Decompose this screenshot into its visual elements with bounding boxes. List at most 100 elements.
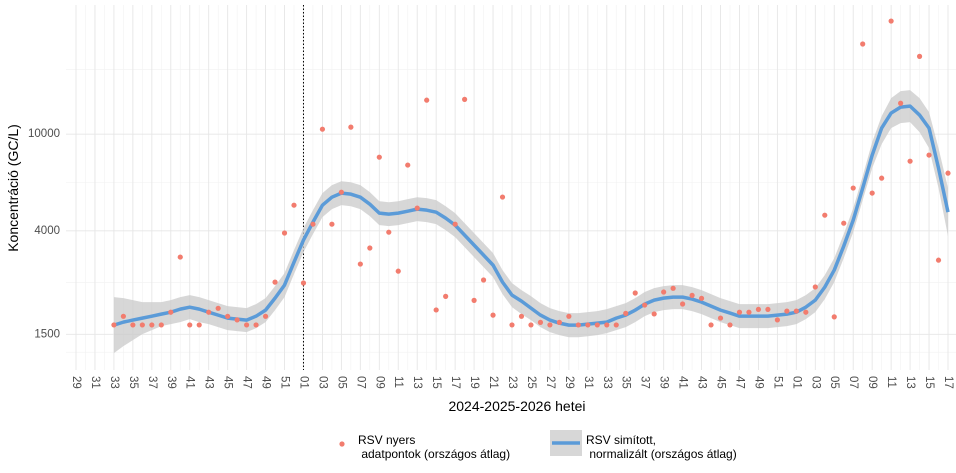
x-tick-label: 25 xyxy=(525,376,537,389)
data-point xyxy=(642,302,648,308)
data-point xyxy=(708,322,714,328)
x-tick-label: 11 xyxy=(885,376,897,388)
data-point xyxy=(746,309,752,315)
x-tick-label: 07 xyxy=(354,376,366,389)
x-tick-label: 19 xyxy=(468,376,480,389)
data-point xyxy=(604,322,610,328)
x-tick-label: 09 xyxy=(866,376,878,389)
data-point xyxy=(130,322,136,328)
data-point xyxy=(424,97,430,103)
x-tick-label: 01 xyxy=(297,376,309,389)
legend-key xyxy=(339,441,345,447)
x-tick-label: 03 xyxy=(316,376,328,389)
x-tick-label: 47 xyxy=(241,376,253,389)
data-point xyxy=(547,322,553,328)
y-tick-label: 1500 xyxy=(34,328,60,340)
data-point xyxy=(916,53,923,59)
data-point xyxy=(528,322,534,328)
x-tick-label: 43 xyxy=(696,376,708,389)
data-point xyxy=(433,307,439,313)
data-point xyxy=(499,194,506,200)
y-tick-label: 4000 xyxy=(34,225,60,237)
data-point xyxy=(926,152,932,158)
x-tick-label: 27 xyxy=(544,376,556,389)
data-point xyxy=(566,313,572,319)
data-point xyxy=(215,305,221,311)
x-tick-label: 47 xyxy=(733,376,745,389)
data-point xyxy=(879,175,885,181)
x-tick-label: 15 xyxy=(430,376,442,389)
x-tick-label: 43 xyxy=(203,376,215,389)
data-point xyxy=(234,317,240,323)
x-tick-label: 37 xyxy=(639,376,651,389)
x-tick-label: 13 xyxy=(904,376,916,389)
data-point xyxy=(367,245,373,251)
x-tick-label: 39 xyxy=(658,376,670,389)
data-point xyxy=(594,322,600,328)
data-point xyxy=(168,309,174,315)
data-point xyxy=(869,190,875,196)
data-point xyxy=(784,308,790,314)
data-point xyxy=(518,313,525,319)
x-tick-label: 41 xyxy=(184,376,196,389)
data-point xyxy=(556,319,562,325)
x-tick-label: 07 xyxy=(847,376,859,389)
data-point xyxy=(225,313,231,319)
legend-label: RSV simított, normalizált (országos átla… xyxy=(586,433,737,461)
data-point xyxy=(822,212,828,218)
x-tick-label: 31 xyxy=(89,376,101,389)
x-tick-label: 33 xyxy=(601,376,613,389)
data-point xyxy=(803,309,809,315)
x-tick-label: 21 xyxy=(487,376,499,389)
legend-label: RSV nyers adatpontok (országos átlag) xyxy=(358,433,511,461)
data-point xyxy=(319,126,326,132)
data-point xyxy=(386,229,392,235)
x-tick-label: 17 xyxy=(449,376,461,389)
data-point xyxy=(452,221,458,227)
data-point xyxy=(480,277,487,283)
data-point xyxy=(443,293,449,299)
x-tick-label: 11 xyxy=(392,376,404,388)
chart: 2024-2025-2026 hetei Koncentráció (GC/L)… xyxy=(5,5,956,414)
x-tick-label: 09 xyxy=(373,376,385,389)
data-point xyxy=(698,295,705,301)
data-point xyxy=(831,314,837,320)
data-point xyxy=(149,322,155,328)
x-tick-label: 49 xyxy=(260,376,272,389)
data-point xyxy=(462,96,468,102)
x-tick-label: 33 xyxy=(108,376,120,389)
x-tick-label: 13 xyxy=(411,376,423,389)
data-point xyxy=(376,154,382,160)
data-point xyxy=(139,322,145,328)
data-point xyxy=(253,322,259,328)
x-tick-label: 51 xyxy=(278,376,290,389)
data-point xyxy=(537,319,544,325)
data-point xyxy=(736,309,743,315)
data-point xyxy=(509,322,515,328)
data-point xyxy=(860,41,866,47)
x-tick-label: 05 xyxy=(828,376,840,389)
data-point xyxy=(907,158,913,164)
x-tick-label: 03 xyxy=(809,376,821,389)
x-tick-label: 01 xyxy=(790,376,802,389)
x-tick-label: 51 xyxy=(771,376,783,389)
data-point xyxy=(651,311,657,317)
data-point xyxy=(888,18,894,24)
data-point xyxy=(490,312,496,318)
data-point xyxy=(661,289,667,295)
y-tick-label: 10000 xyxy=(28,128,60,140)
legend-key xyxy=(550,430,582,456)
x-tick-label: 35 xyxy=(127,376,139,389)
x-axis-title: 2024-2025-2026 hetei xyxy=(448,398,585,414)
data-point xyxy=(841,220,847,226)
data-point xyxy=(329,221,335,227)
y-axis-title: Koncentráció (GC/L) xyxy=(5,124,21,252)
data-point xyxy=(935,257,942,263)
x-tick-label: 29 xyxy=(70,376,82,389)
data-point xyxy=(613,322,619,328)
data-point xyxy=(575,322,581,328)
data-point xyxy=(717,315,724,321)
data-point xyxy=(812,284,818,290)
data-point xyxy=(300,280,307,286)
